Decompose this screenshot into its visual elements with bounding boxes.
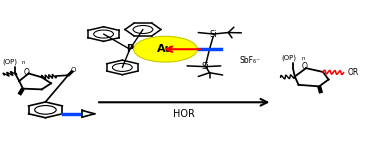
- Text: SbF₆⁻: SbF₆⁻: [240, 56, 260, 65]
- Text: O: O: [301, 62, 307, 71]
- Text: P: P: [126, 44, 133, 54]
- Text: Au: Au: [157, 44, 174, 54]
- Text: n: n: [302, 56, 305, 61]
- Text: HOR: HOR: [173, 109, 195, 119]
- Text: (OP): (OP): [2, 59, 17, 65]
- Text: Si: Si: [202, 62, 209, 71]
- Text: O: O: [71, 67, 76, 73]
- Text: (OP): (OP): [282, 54, 297, 61]
- Text: n: n: [21, 60, 25, 65]
- Text: OR: OR: [347, 68, 359, 77]
- Circle shape: [133, 36, 197, 62]
- Text: O: O: [24, 68, 29, 77]
- Text: Si: Si: [209, 30, 217, 39]
